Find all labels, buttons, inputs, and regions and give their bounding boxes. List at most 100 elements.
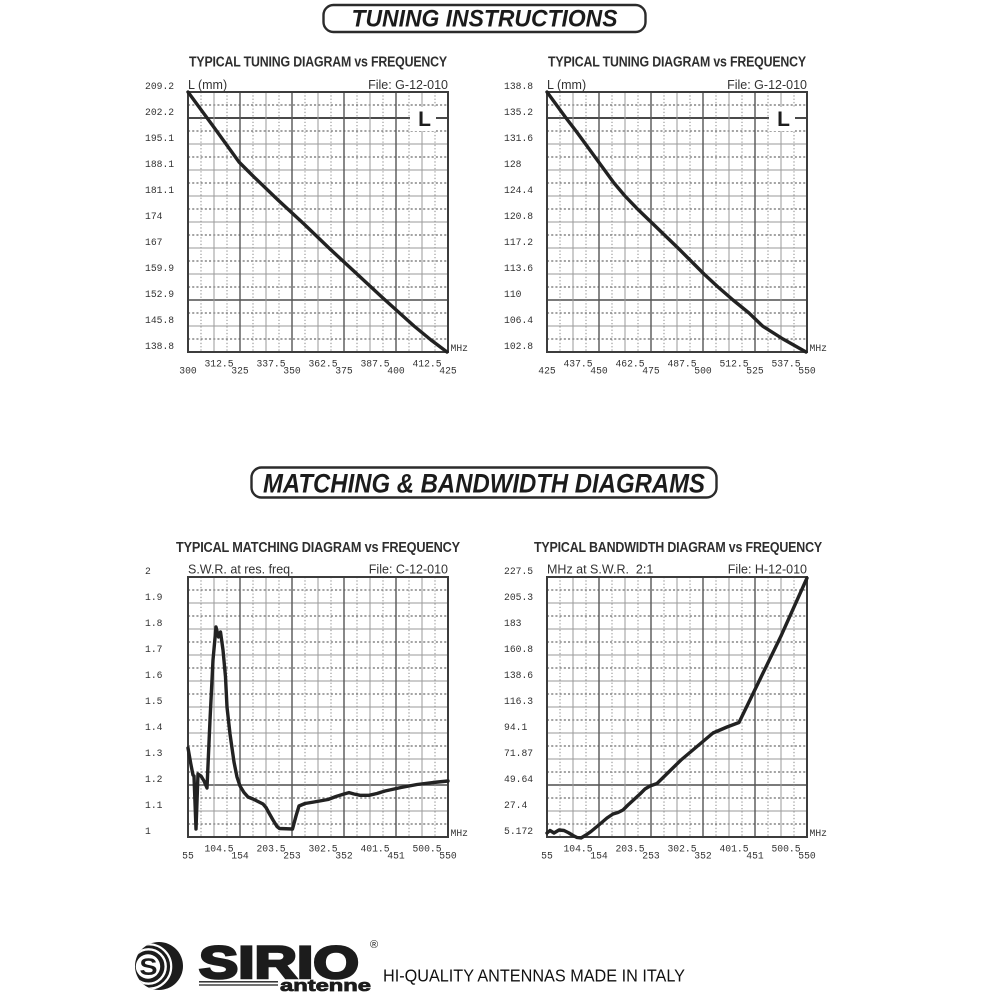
svg-text:437.5: 437.5 <box>563 359 592 370</box>
svg-text:1.3: 1.3 <box>145 748 163 759</box>
svg-text:MHz at S.W.R. 2:1: MHz at S.W.R. 2:1 <box>547 563 653 577</box>
svg-text:352: 352 <box>335 851 353 862</box>
svg-text:537.5: 537.5 <box>771 359 800 370</box>
svg-text:HI-QUALITY ANTENNAS MADE IN IT: HI-QUALITY ANTENNAS MADE IN ITALY <box>383 966 685 986</box>
svg-text:183: 183 <box>504 618 522 629</box>
svg-text:104.5: 104.5 <box>563 844 592 855</box>
svg-text:550: 550 <box>798 851 816 862</box>
svg-text:401.5: 401.5 <box>360 844 389 855</box>
svg-text:TYPICAL TUNING DIAGRAM vs FREQ: TYPICAL TUNING DIAGRAM vs FREQUENCY <box>548 55 806 71</box>
svg-text:S.W.R. at res. freq.: S.W.R. at res. freq. <box>188 563 294 577</box>
svg-text:TYPICAL TUNING DIAGRAM vs FREQ: TYPICAL TUNING DIAGRAM vs FREQUENCY <box>189 55 447 71</box>
svg-text:94.1: 94.1 <box>504 722 527 733</box>
svg-text:104.5: 104.5 <box>204 844 233 855</box>
svg-text:337.5: 337.5 <box>256 359 285 370</box>
svg-text:55: 55 <box>541 851 553 862</box>
svg-text:File: C-12-010: File: C-12-010 <box>369 563 448 577</box>
svg-text:SIRIO: SIRIO <box>199 937 359 988</box>
svg-text:160.8: 160.8 <box>504 644 533 655</box>
svg-text:253: 253 <box>642 851 660 862</box>
svg-text:71.87: 71.87 <box>504 748 533 759</box>
svg-text:5.172: 5.172 <box>504 826 533 837</box>
svg-text:227.5: 227.5 <box>504 566 533 577</box>
svg-text:117.2: 117.2 <box>504 237 533 248</box>
svg-text:450: 450 <box>590 366 608 377</box>
svg-text:138.8: 138.8 <box>504 81 533 92</box>
svg-text:462.5: 462.5 <box>615 359 644 370</box>
svg-text:135.2: 135.2 <box>504 107 533 118</box>
svg-text:154: 154 <box>590 851 608 862</box>
svg-text:362.5: 362.5 <box>308 359 337 370</box>
svg-text:113.6: 113.6 <box>504 263 533 274</box>
svg-text:400: 400 <box>387 366 405 377</box>
svg-text:412.5: 412.5 <box>412 359 441 370</box>
svg-text:49.64: 49.64 <box>504 774 533 785</box>
svg-text:1.1: 1.1 <box>145 800 163 811</box>
svg-text:L (mm): L (mm) <box>188 78 227 92</box>
svg-text:387.5: 387.5 <box>360 359 389 370</box>
svg-text:425: 425 <box>538 366 556 377</box>
svg-text:401.5: 401.5 <box>719 844 748 855</box>
svg-text:27.4: 27.4 <box>504 800 527 811</box>
svg-text:File: H-12-010: File: H-12-010 <box>728 563 807 577</box>
svg-text:203.5: 203.5 <box>256 844 285 855</box>
svg-text:TUNING INSTRUCTIONS: TUNING INSTRUCTIONS <box>352 6 618 33</box>
svg-text:167: 167 <box>145 237 163 248</box>
svg-text:302.5: 302.5 <box>308 844 337 855</box>
svg-text:550: 550 <box>798 366 816 377</box>
svg-text:102.8: 102.8 <box>504 341 533 352</box>
svg-text:1.6: 1.6 <box>145 670 163 681</box>
svg-text:1.4: 1.4 <box>145 722 163 733</box>
svg-text:MATCHING & BANDWIDTH DIAGRAMS: MATCHING & BANDWIDTH DIAGRAMS <box>263 469 705 499</box>
svg-text:138.8: 138.8 <box>145 341 174 352</box>
svg-text:124.4: 124.4 <box>504 185 533 196</box>
svg-text:500.5: 500.5 <box>412 844 441 855</box>
svg-text:TYPICAL BANDWIDTH DIAGRAM vs F: TYPICAL BANDWIDTH DIAGRAM vs FREQUENCY <box>534 540 822 556</box>
svg-text:145.8: 145.8 <box>145 315 174 326</box>
svg-text:312.5: 312.5 <box>204 359 233 370</box>
svg-text:File: G-12-010: File: G-12-010 <box>727 78 807 92</box>
svg-text:209.2: 209.2 <box>145 81 174 92</box>
svg-text:451: 451 <box>387 851 405 862</box>
svg-text:L (mm): L (mm) <box>547 78 586 92</box>
svg-text:110: 110 <box>504 289 522 300</box>
svg-text:File: G-12-010: File: G-12-010 <box>368 78 448 92</box>
svg-text:116.3: 116.3 <box>504 696 533 707</box>
svg-text:188.1: 188.1 <box>145 159 174 170</box>
svg-text:512.5: 512.5 <box>719 359 748 370</box>
svg-text:MHz: MHz <box>451 343 469 354</box>
svg-text:®: ® <box>370 939 378 951</box>
svg-text:195.1: 195.1 <box>145 133 174 144</box>
svg-text:325: 325 <box>231 366 249 377</box>
svg-text:205.3: 205.3 <box>504 592 533 603</box>
svg-text:302.5: 302.5 <box>667 844 696 855</box>
svg-text:174: 174 <box>145 211 163 222</box>
svg-text:TYPICAL MATCHING DIAGRAM vs FR: TYPICAL MATCHING DIAGRAM vs FREQUENCY <box>176 540 460 556</box>
svg-text:525: 525 <box>746 366 764 377</box>
svg-text:352: 352 <box>694 851 712 862</box>
svg-text:550: 550 <box>439 851 457 862</box>
svg-text:159.9: 159.9 <box>145 263 174 274</box>
svg-text:128: 128 <box>504 159 522 170</box>
svg-text:181.1: 181.1 <box>145 185 174 196</box>
svg-text:138.6: 138.6 <box>504 670 533 681</box>
svg-text:487.5: 487.5 <box>667 359 696 370</box>
svg-text:MHz: MHz <box>451 828 469 839</box>
svg-text:202.2: 202.2 <box>145 107 174 118</box>
svg-text:2: 2 <box>145 566 151 577</box>
svg-text:106.4: 106.4 <box>504 315 533 326</box>
svg-text:475: 475 <box>642 366 660 377</box>
svg-text:350: 350 <box>283 366 301 377</box>
svg-text:1.2: 1.2 <box>145 774 163 785</box>
svg-text:1: 1 <box>145 826 151 837</box>
svg-text:300: 300 <box>179 366 197 377</box>
svg-text:451: 451 <box>746 851 764 862</box>
svg-text:1.7: 1.7 <box>145 644 163 655</box>
svg-text:375: 375 <box>335 366 353 377</box>
svg-text:antenne: antenne <box>280 976 371 995</box>
svg-text:55: 55 <box>182 851 194 862</box>
svg-text:203.5: 203.5 <box>615 844 644 855</box>
svg-text:131.6: 131.6 <box>504 133 533 144</box>
svg-text:154: 154 <box>231 851 249 862</box>
svg-text:L: L <box>418 108 431 131</box>
